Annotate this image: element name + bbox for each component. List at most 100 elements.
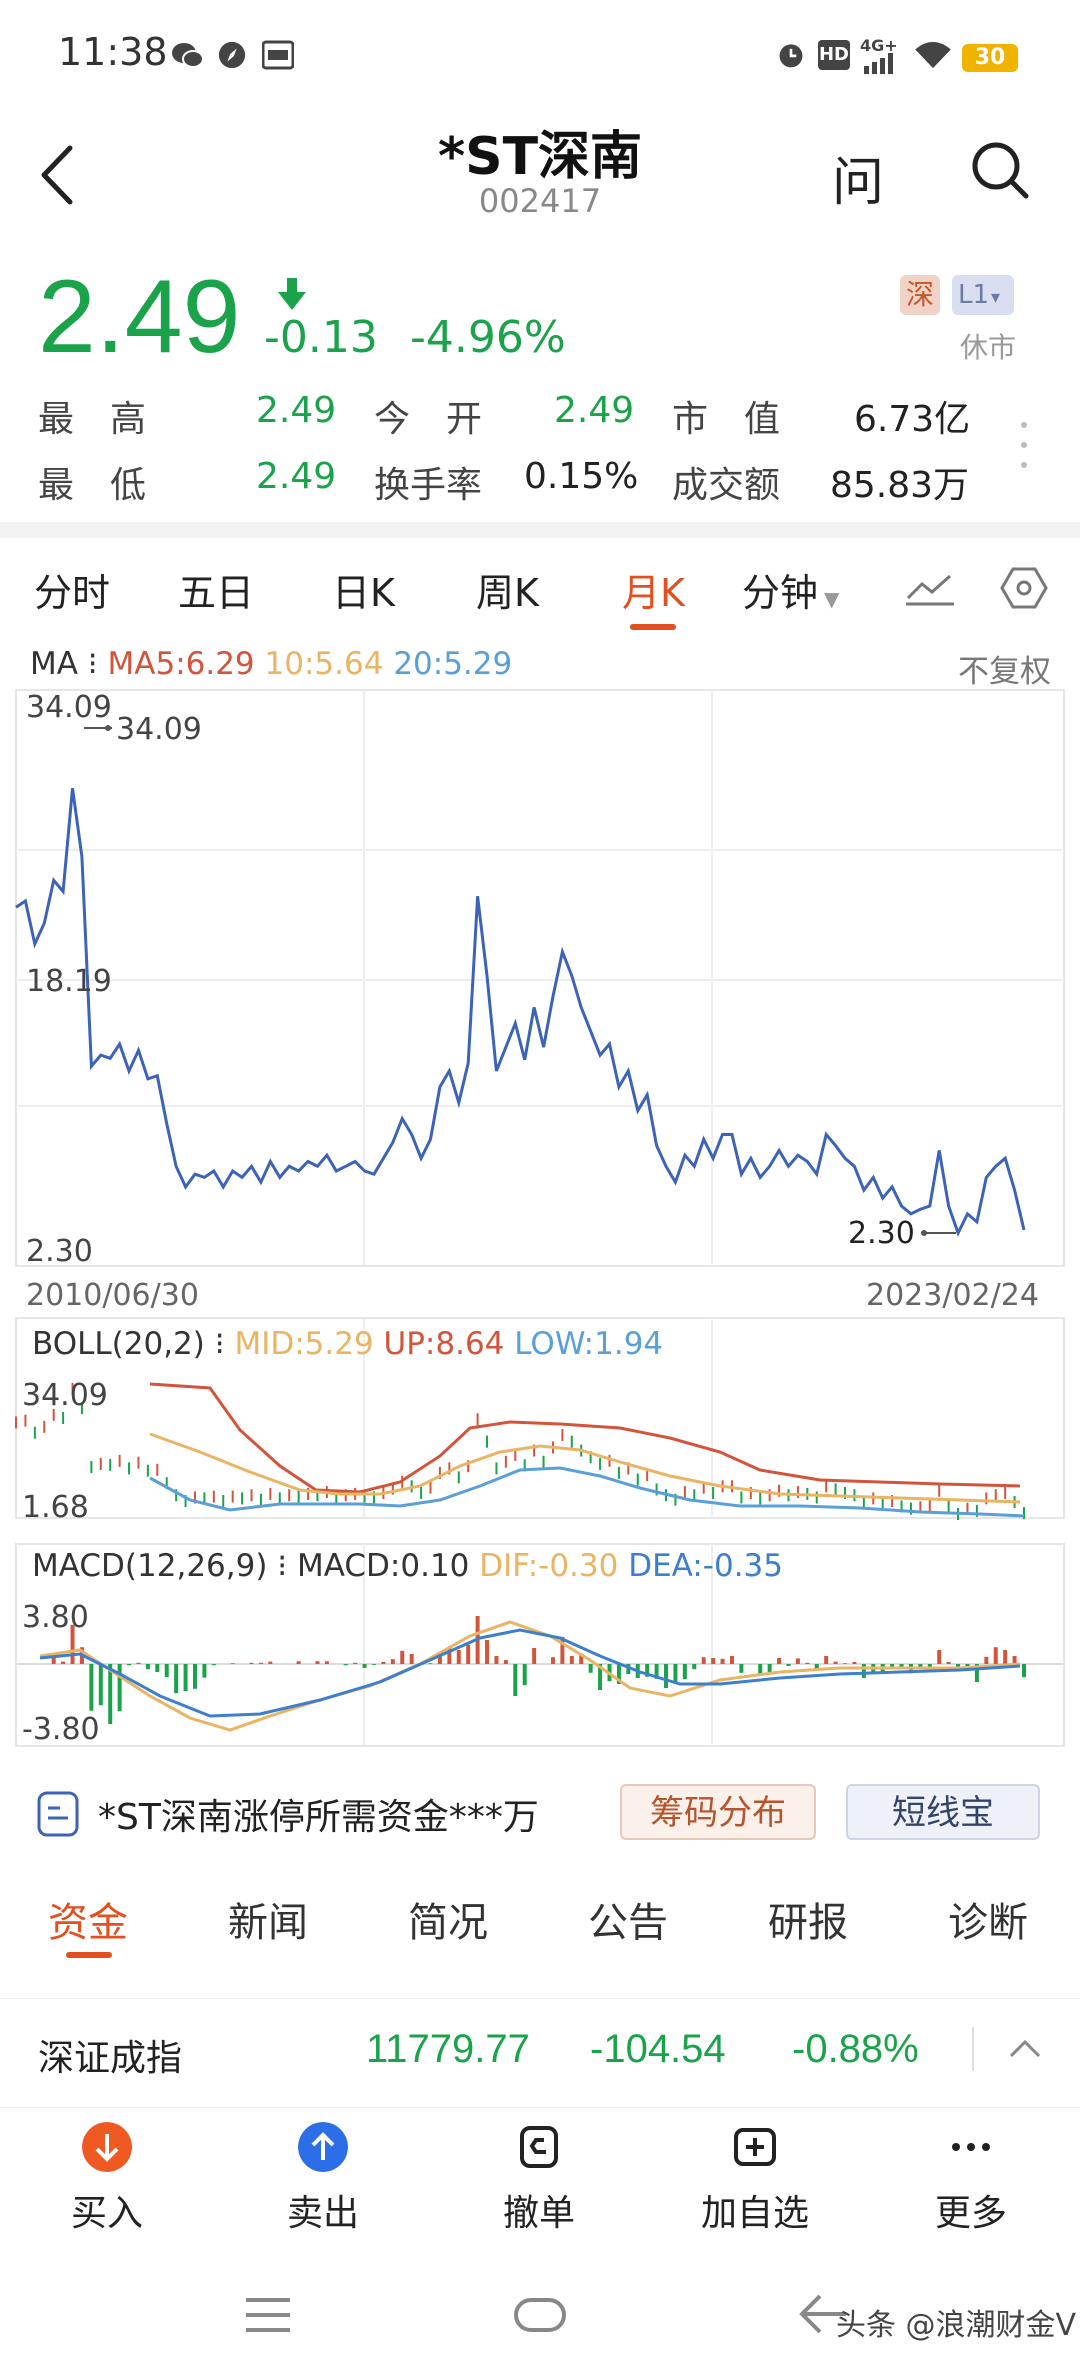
boll-low-line bbox=[149, 1466, 1025, 1518]
settings-hex-icon[interactable] bbox=[1000, 566, 1048, 610]
cancel-order-button[interactable]: 撤单 bbox=[464, 2122, 614, 2236]
main-ymid-label: 18.19 bbox=[26, 964, 112, 999]
main-low-note: 2.30 bbox=[848, 1216, 915, 1251]
buy-label: 买入 bbox=[70, 2193, 143, 2234]
more-label: 更多 bbox=[934, 2193, 1007, 2234]
boll-low-value: LOW:1.94 bbox=[514, 1326, 664, 1362]
hd-icon: HD bbox=[818, 40, 850, 70]
main-ymax-label: 34.09 bbox=[26, 690, 112, 725]
sell-button[interactable]: 卖出 bbox=[248, 2122, 398, 2236]
back-nav-icon[interactable] bbox=[798, 2292, 850, 2336]
low-marker-dot bbox=[921, 1230, 927, 1236]
turnover-label: 换手率 bbox=[374, 465, 483, 506]
macd-histogram bbox=[51, 1616, 1026, 1724]
search-icon[interactable] bbox=[968, 138, 1032, 202]
ma20-value: 20:5.29 bbox=[393, 646, 513, 682]
tab-active-indicator bbox=[630, 624, 676, 630]
promo-text[interactable]: *ST深南涨停所需资金***万 bbox=[98, 1797, 539, 1838]
bottom-action-bar: 买入 卖出 撤单 加自选 更多 bbox=[0, 2108, 1080, 2258]
more-icon bbox=[952, 2143, 990, 2151]
toutiao-icon bbox=[262, 40, 294, 70]
tab-announcements[interactable]: 公告 bbox=[588, 1900, 668, 1946]
tab-intraday[interactable]: 分时 bbox=[34, 571, 111, 615]
more-button[interactable]: 更多 bbox=[896, 2122, 1046, 2236]
macd-value: MACD:0.10 bbox=[297, 1548, 470, 1584]
price-chart[interactable] bbox=[0, 0, 1080, 1770]
index-pct: -0.88% bbox=[792, 2027, 919, 2071]
tab-monthly-k[interactable]: 月K bbox=[622, 571, 685, 615]
chart-style-icon[interactable] bbox=[904, 568, 956, 608]
alarm-icon bbox=[779, 44, 803, 68]
tab-diagnosis[interactable]: 诊断 bbox=[948, 1900, 1028, 1946]
high-value: 2.49 bbox=[256, 390, 337, 431]
arrow-down-icon bbox=[278, 278, 306, 310]
document-icon bbox=[37, 1791, 79, 1837]
chip-distribution-button[interactable]: 筹码分布 bbox=[620, 1784, 816, 1840]
date-start: 2010/06/30 bbox=[26, 1278, 199, 1313]
tab-overview[interactable]: 简况 bbox=[408, 1900, 488, 1946]
status-time: 11:38 bbox=[58, 30, 168, 74]
index-name: 深证成指 bbox=[38, 2038, 183, 2079]
index-value: 11779.77 bbox=[366, 2027, 530, 2071]
add-watchlist-icon bbox=[734, 2128, 776, 2166]
macd-legend[interactable]: MACD(12,26,9) ⁝ MACD:0.10 DIF:-0.30 DEA:… bbox=[32, 1548, 783, 1584]
chart-tabs: 分时 五日 日K 周K 月K 分钟 ▼ bbox=[0, 548, 1080, 638]
ask-button[interactable]: 问 bbox=[832, 153, 885, 213]
back-button[interactable] bbox=[30, 140, 90, 210]
tab-research[interactable]: 研报 bbox=[768, 1900, 848, 1946]
ma-legend[interactable]: MA ⁝ MA5:6.29 10:5.64 20:5.29 bbox=[30, 646, 512, 682]
add-watchlist-label: 加自选 bbox=[700, 2193, 809, 2234]
open-value: 2.49 bbox=[554, 390, 635, 431]
section-divider bbox=[0, 522, 1080, 538]
high-label: 最 高 bbox=[38, 399, 147, 440]
boll-mid-value: MID:5.29 bbox=[234, 1326, 374, 1362]
mktcap-label: 市 值 bbox=[672, 399, 781, 440]
turnover-value: 0.15% bbox=[524, 456, 639, 497]
legend-dots-icon: ⁝ bbox=[77, 646, 108, 682]
short-line-button[interactable]: 短线宝 bbox=[846, 1784, 1040, 1840]
tab-minute[interactable]: 分钟 ▼ bbox=[742, 562, 839, 617]
divider bbox=[972, 2027, 974, 2071]
stock-header: *ST深南 002417 问 bbox=[0, 110, 1080, 240]
volume-label: 成交额 bbox=[672, 465, 781, 506]
adjust-mode[interactable]: 不复权 bbox=[958, 654, 1051, 690]
tab-minute-label: 分钟 bbox=[742, 571, 819, 615]
boll-legend[interactable]: BOLL(20,2) ⁝ MID:5.29 UP:8.64 LOW:1.94 bbox=[32, 1326, 663, 1362]
boll-ymin-label: 1.68 bbox=[22, 1490, 89, 1525]
tab-daily-k[interactable]: 日K bbox=[332, 571, 395, 615]
main-high-note: 34.09 bbox=[116, 712, 202, 747]
tab-news[interactable]: 新闻 bbox=[228, 1900, 308, 1946]
main-chart-frame bbox=[15, 689, 1065, 1267]
signal-icon bbox=[864, 53, 893, 74]
macd-ymax-label: 3.80 bbox=[22, 1600, 89, 1635]
add-watchlist-button[interactable]: 加自选 bbox=[680, 2122, 830, 2236]
level-badge[interactable]: L1 ▾ bbox=[952, 275, 1014, 315]
tab-funds[interactable]: 资金 bbox=[48, 1900, 128, 1946]
stock-name: *ST深南 bbox=[437, 127, 643, 187]
chevron-up-icon[interactable] bbox=[1008, 2037, 1042, 2059]
boll-up-line bbox=[149, 1382, 1021, 1494]
date-end: 2023/02/24 bbox=[866, 1278, 1039, 1313]
legend-dots-icon: ⁝ bbox=[204, 1326, 235, 1362]
buy-button[interactable]: 买入 bbox=[32, 2122, 182, 2236]
home-icon[interactable] bbox=[512, 2294, 568, 2336]
market-status: 休市 bbox=[960, 331, 1017, 364]
ma-label: MA bbox=[30, 646, 78, 682]
index-ticker[interactable]: 深证成指 11779.77 -104.54 -0.88% bbox=[0, 1998, 1080, 2108]
dea-line bbox=[39, 1628, 1021, 1718]
tab-weekly-k[interactable]: 周K bbox=[476, 571, 539, 615]
status-bar: 11:38 HD 4G+ 30 bbox=[0, 0, 1080, 110]
boll-up-value: UP:8.64 bbox=[383, 1326, 505, 1362]
price-series-line bbox=[15, 787, 1026, 1237]
menu-icon[interactable] bbox=[244, 2296, 292, 2334]
open-label: 今 开 bbox=[374, 399, 483, 440]
sell-label: 卖出 bbox=[286, 2193, 359, 2234]
more-dots-icon[interactable] bbox=[1020, 420, 1028, 470]
info-tabs: 资金 新闻 简况 公告 研报 诊断 bbox=[0, 1880, 1080, 1980]
price-change: -0.13 bbox=[264, 312, 378, 363]
subtab-active-indicator bbox=[66, 1952, 112, 1958]
tab-five-day[interactable]: 五日 bbox=[178, 571, 255, 615]
macd-chart-frame bbox=[15, 1543, 1065, 1747]
arrow-down-circle-icon bbox=[82, 2122, 132, 2172]
price-change-pct: -4.96% bbox=[410, 312, 566, 363]
